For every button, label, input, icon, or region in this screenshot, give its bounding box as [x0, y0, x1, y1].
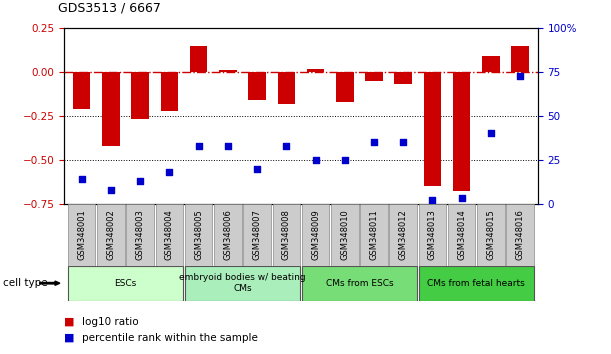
- Bar: [185, 204, 213, 266]
- Text: GSM348006: GSM348006: [224, 209, 232, 260]
- Text: CMs from ESCs: CMs from ESCs: [326, 279, 393, 288]
- Bar: [248, 72, 266, 100]
- Point: [164, 169, 174, 175]
- Text: GSM348015: GSM348015: [486, 209, 496, 260]
- Point: [457, 195, 467, 201]
- Bar: [126, 204, 154, 266]
- Text: GDS3513 / 6667: GDS3513 / 6667: [58, 1, 161, 14]
- Bar: [273, 204, 300, 266]
- Text: percentile rank within the sample: percentile rank within the sample: [82, 333, 258, 343]
- Bar: [507, 204, 534, 266]
- Text: GSM348002: GSM348002: [106, 209, 115, 260]
- Point: [106, 187, 116, 192]
- Bar: [302, 266, 417, 301]
- Bar: [511, 46, 529, 72]
- Bar: [419, 266, 534, 301]
- Bar: [102, 72, 120, 146]
- Text: GSM348003: GSM348003: [136, 209, 145, 260]
- Point: [223, 143, 233, 149]
- Text: GSM348010: GSM348010: [340, 209, 349, 260]
- Point: [135, 178, 145, 184]
- Bar: [395, 72, 412, 84]
- Text: GSM348014: GSM348014: [457, 209, 466, 260]
- Text: cell type: cell type: [3, 278, 48, 288]
- Bar: [331, 204, 359, 266]
- Bar: [68, 266, 183, 301]
- Point: [194, 143, 203, 149]
- Bar: [336, 72, 354, 102]
- Point: [77, 176, 87, 182]
- Text: GSM348013: GSM348013: [428, 209, 437, 260]
- Bar: [360, 204, 388, 266]
- Bar: [419, 204, 446, 266]
- Point: [428, 197, 437, 203]
- Bar: [365, 72, 382, 81]
- Bar: [302, 204, 329, 266]
- Bar: [482, 56, 500, 72]
- Point: [252, 166, 262, 171]
- Bar: [243, 204, 271, 266]
- Point: [369, 139, 379, 145]
- Text: GSM348016: GSM348016: [516, 209, 525, 260]
- Point: [486, 131, 496, 136]
- Bar: [73, 72, 90, 109]
- Point: [398, 139, 408, 145]
- Point: [515, 73, 525, 79]
- Bar: [97, 204, 125, 266]
- Text: GSM348009: GSM348009: [311, 209, 320, 260]
- Bar: [190, 46, 207, 72]
- Text: GSM348004: GSM348004: [165, 209, 174, 260]
- Bar: [389, 204, 417, 266]
- Bar: [131, 72, 149, 119]
- Text: ■: ■: [64, 333, 75, 343]
- Point: [340, 157, 349, 162]
- Point: [310, 157, 320, 162]
- Point: [282, 143, 291, 149]
- Text: CMs from fetal hearts: CMs from fetal hearts: [428, 279, 525, 288]
- Text: log10 ratio: log10 ratio: [82, 317, 139, 327]
- Bar: [214, 204, 241, 266]
- Bar: [219, 70, 236, 72]
- Text: GSM348008: GSM348008: [282, 209, 291, 260]
- Bar: [161, 72, 178, 111]
- Text: GSM348001: GSM348001: [77, 209, 86, 260]
- Text: GSM348005: GSM348005: [194, 209, 203, 260]
- Text: GSM348011: GSM348011: [370, 209, 378, 260]
- Bar: [68, 204, 95, 266]
- Bar: [156, 204, 183, 266]
- Bar: [307, 69, 324, 72]
- Text: GSM348012: GSM348012: [399, 209, 408, 260]
- Text: ESCs: ESCs: [114, 279, 137, 288]
- Bar: [448, 204, 475, 266]
- Text: ■: ■: [64, 317, 75, 327]
- Bar: [423, 72, 441, 186]
- Text: GSM348007: GSM348007: [252, 209, 262, 260]
- Bar: [477, 204, 505, 266]
- Bar: [185, 266, 300, 301]
- Bar: [453, 72, 470, 191]
- Bar: [277, 72, 295, 104]
- Text: embryoid bodies w/ beating
CMs: embryoid bodies w/ beating CMs: [179, 274, 306, 293]
